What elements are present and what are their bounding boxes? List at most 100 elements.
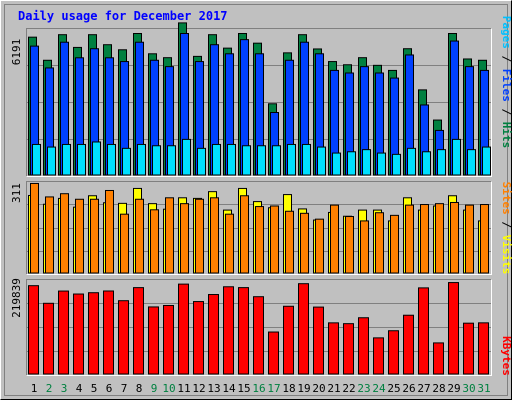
chart-title: Daily usage for December 2017 <box>18 9 228 23</box>
bar-pages-day-24 <box>377 152 386 176</box>
legend-sep-2: / <box>500 102 512 122</box>
x-label-day-22: 22 <box>342 382 355 395</box>
bar-pages-day-17 <box>272 145 281 176</box>
bar-pages-day-1 <box>32 143 41 176</box>
bar-kbytes-day-19 <box>298 283 309 375</box>
bar-pages-day-9 <box>152 145 161 176</box>
bar-pages-day-29 <box>452 138 461 176</box>
hits-files-pages-bars <box>28 22 491 176</box>
bar-kbytes-day-2 <box>43 302 54 375</box>
bar-kbytes-day-30 <box>463 322 474 375</box>
bar-pages-day-8 <box>137 143 146 176</box>
x-label-day-21: 21 <box>327 382 340 395</box>
bar-sites-day-29 <box>450 201 459 274</box>
bar-sites-day-13 <box>210 197 219 274</box>
x-label-day-13: 13 <box>207 382 220 395</box>
bar-pages-day-26 <box>407 147 416 176</box>
bar-kbytes-day-28 <box>433 342 444 375</box>
bar-kbytes-day-1 <box>28 285 39 375</box>
bar-sites-day-6 <box>105 189 114 274</box>
x-label-day-17: 17 <box>267 382 280 395</box>
legend-pages: Pages <box>500 16 512 49</box>
bar-kbytes-day-9 <box>148 306 159 375</box>
bar-sites-day-30 <box>465 204 474 274</box>
bar-sites-day-20 <box>315 218 324 274</box>
x-axis-day-labels: 1 2 3 4 5 6 7 8 9 10 11 12 13 14 15 16 17 18 19 20 21 22 23 24 2… <box>31 382 491 395</box>
bar-sites-day-10 <box>165 197 174 274</box>
bar-pages-day-31 <box>482 146 491 176</box>
bar-sites-day-25 <box>390 214 399 274</box>
x-label-day-28: 28 <box>432 382 445 395</box>
bar-sites-day-26 <box>405 204 414 274</box>
bar-pages-day-12 <box>197 147 206 176</box>
bar-kbytes-day-27 <box>418 287 429 375</box>
bar-kbytes-day-5 <box>88 292 99 375</box>
bar-kbytes-day-13 <box>208 294 219 375</box>
bar-sites-day-24 <box>375 212 384 274</box>
bar-sites-day-22 <box>345 216 354 274</box>
bar-pages-day-11 <box>182 138 191 176</box>
bar-kbytes-day-15 <box>238 287 249 375</box>
bar-pages-day-2 <box>47 146 56 176</box>
bar-kbytes-day-10 <box>163 304 174 375</box>
bar-sites-day-18 <box>285 210 294 274</box>
x-label-day-3: 3 <box>61 382 68 395</box>
bar-pages-day-30 <box>467 149 476 176</box>
bar-pages-day-23 <box>362 149 371 176</box>
bar-sites-day-7 <box>120 213 129 274</box>
bar-sites-day-5 <box>90 198 99 274</box>
bar-kbytes-day-18 <box>283 305 294 375</box>
bar-kbytes-day-23 <box>358 317 369 375</box>
bar-pages-day-14 <box>227 143 236 176</box>
bar-pages-day-18 <box>287 143 296 176</box>
bar-kbytes-day-17 <box>268 331 279 375</box>
bar-pages-day-6 <box>107 143 116 176</box>
bar-pages-day-15 <box>242 145 251 176</box>
mid-right-legend: Sites / Visits <box>500 182 512 275</box>
bar-kbytes-day-11 <box>178 283 189 375</box>
bar-kbytes-day-24 <box>373 337 384 375</box>
bar-kbytes-day-22 <box>343 323 354 375</box>
bar-sites-day-14 <box>225 213 234 274</box>
legend-visits: Visits <box>500 235 512 275</box>
bar-sites-day-16 <box>255 206 264 274</box>
panel-bevel-light-1 <box>26 181 492 275</box>
bar-kbytes-day-12 <box>193 301 204 375</box>
x-label-day-8: 8 <box>136 382 143 395</box>
x-label-day-14: 14 <box>222 382 236 395</box>
bar-sites-day-9 <box>150 209 159 274</box>
x-label-day-27: 27 <box>417 382 430 395</box>
x-label-day-9: 9 <box>151 382 158 395</box>
bar-sites-day-11 <box>180 203 189 274</box>
x-label-day-24: 24 <box>372 382 386 395</box>
panel-bevel-light-0 <box>26 28 492 177</box>
bar-kbytes-day-29 <box>448 282 459 375</box>
bar-pages-day-5 <box>92 141 101 176</box>
x-label-day-31: 31 <box>477 382 490 395</box>
bar-pages-day-21 <box>332 152 341 176</box>
bar-sites-day-4 <box>75 198 84 274</box>
bar-pages-day-22 <box>347 151 356 176</box>
bar-sites-day-12 <box>195 198 204 274</box>
bar-sites-day-27 <box>420 204 429 274</box>
panel-bevel-dark-0 <box>26 28 492 177</box>
x-label-day-20: 20 <box>312 382 325 395</box>
legend-files: Files <box>500 69 512 102</box>
inner-frame <box>4 4 508 396</box>
bar-pages-day-20 <box>317 146 326 176</box>
bar-kbytes-day-16 <box>253 296 264 375</box>
bar-pages-day-3 <box>62 143 71 176</box>
bot-right-legend: KBytes <box>500 336 512 376</box>
x-label-day-23: 23 <box>357 382 370 395</box>
x-label-day-6: 6 <box>106 382 113 395</box>
x-label-day-26: 26 <box>402 382 415 395</box>
panel-bevel-light-2 <box>26 279 492 376</box>
x-label-day-1: 1 <box>31 382 38 395</box>
bar-pages-day-7 <box>122 147 131 176</box>
x-label-day-29: 29 <box>447 382 460 395</box>
bar-sites-day-31 <box>480 204 489 274</box>
bar-pages-day-16 <box>257 145 266 176</box>
bar-pages-day-13 <box>212 143 221 176</box>
bot-ymax-label: 219839 <box>10 278 23 318</box>
